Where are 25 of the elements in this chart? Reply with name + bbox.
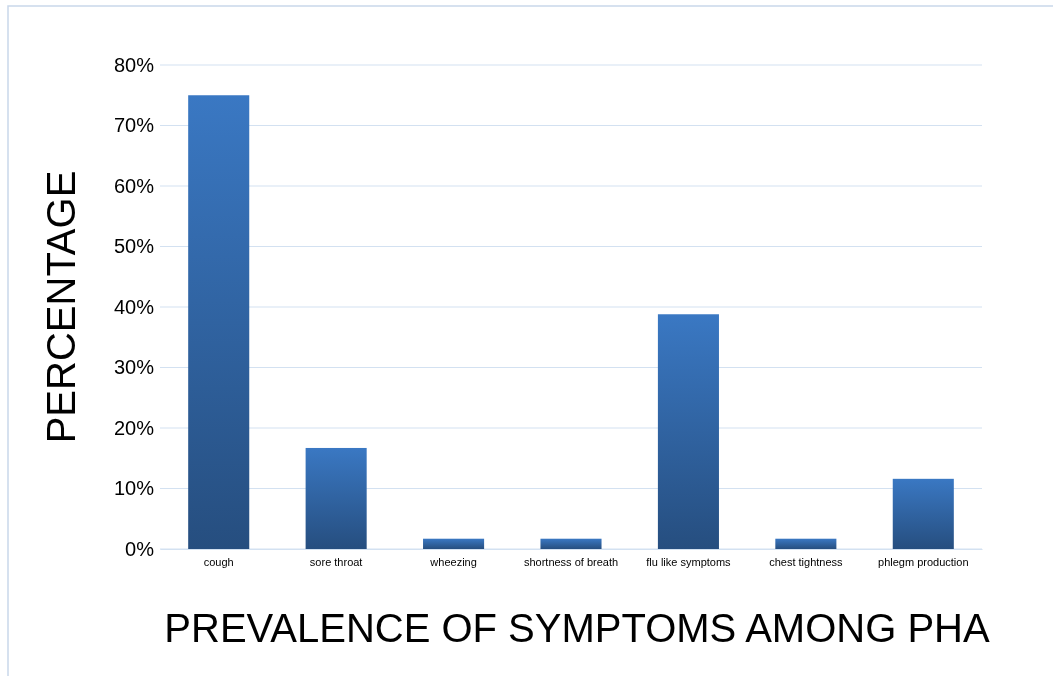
y-tick-label: 10% [113,477,155,500]
y-tick-label: 0% [125,537,155,560]
x-tick-label: chest tightness [769,555,844,568]
y-tick-label: 30% [113,356,155,379]
x-tick-label: flu like symptoms [646,555,732,568]
bar [892,478,954,549]
bar [188,95,250,549]
y-tick-label: 70% [113,114,155,137]
y-axis-title: PERCENTAGE [39,170,83,444]
x-tick-label: shortness of breath [523,555,619,568]
bar [540,538,602,549]
x-tick-label: cough [203,555,234,568]
y-tick-label: 40% [113,295,155,318]
y-tick-label: 50% [113,235,155,258]
y-tick-label: 80% [113,53,155,76]
x-axis-title: PREVALENCE OF SYMPTOMS AMONG PHA [164,606,990,650]
bar [775,538,837,549]
bar [423,538,485,549]
x-tick-label: phlegm production [878,555,969,568]
x-tick-label: sore throat [309,555,363,568]
bar [657,314,719,549]
x-tick-label: wheezing [429,555,477,568]
y-tick-label: 60% [113,174,155,197]
bar [305,447,367,549]
y-tick-label: 20% [113,416,155,439]
